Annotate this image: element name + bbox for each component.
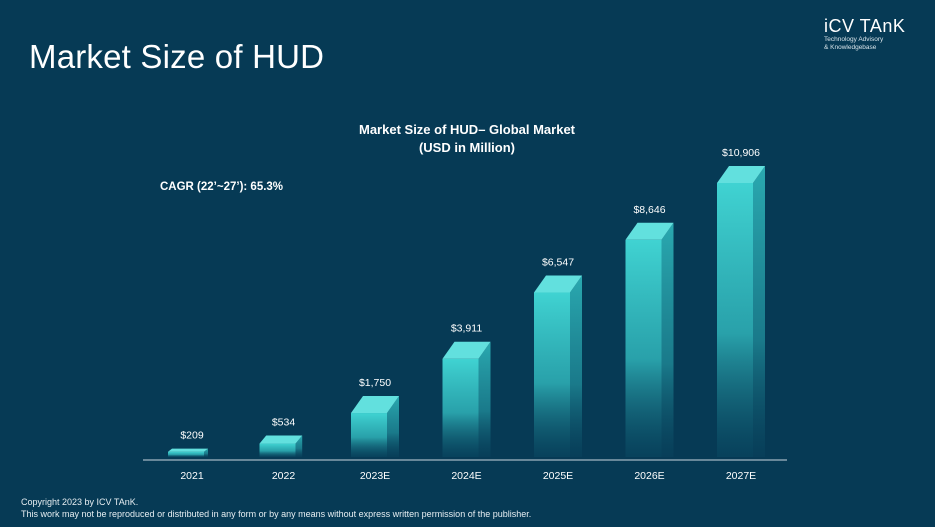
copyright-text: Copyright 2023 by ICV TAnK. [21, 497, 139, 507]
bar-2021 [168, 448, 208, 457]
bar-front-2025E [534, 292, 570, 457]
chart-subtitle: (USD in Million) [418, 140, 516, 155]
bar-front-2023E [351, 413, 387, 457]
bar-top-2024E [442, 341, 491, 359]
bar-top-2023E [351, 396, 399, 414]
bar-2027E [717, 166, 765, 457]
bar-2024E [442, 341, 491, 457]
value-label-2021: $209 [180, 430, 204, 442]
x-tick-label-2024E: 2024E [451, 470, 481, 482]
footer: Copyright 2023 by ICV TAnK. This work ma… [21, 496, 531, 520]
brand-tagline-2: & Knowledgebase [824, 44, 877, 51]
bar-front-2026E [625, 239, 662, 457]
bar-side-2025E [570, 275, 582, 457]
bar-front-2024E [442, 358, 479, 457]
page-title: Market Size of HUD [29, 38, 325, 75]
bar-top-2021 [168, 448, 208, 452]
x-tick-labels: 2021 2022 2023E 2024E 2025E 2026E 2027E [180, 470, 756, 482]
bar-top-2026E [625, 222, 674, 240]
x-tick-label-2027E: 2027E [726, 470, 756, 482]
bar-top-2025E [534, 275, 582, 293]
bar-top-2027E [717, 166, 765, 183]
bar-2022 [259, 435, 303, 457]
bar-front-2021 [168, 451, 204, 457]
bar-2026E [625, 222, 674, 457]
brand-name: iCV TAnK [824, 16, 906, 36]
brand-tagline-1: Technology Advisory [824, 36, 884, 43]
bars-group: $209 $534 $1,750 $3,911 $6,547 $8,646 $10,906 [168, 147, 765, 457]
value-label-2026E: $8,646 [633, 204, 665, 216]
x-tick-label-2025E: 2025E [543, 470, 573, 482]
bar-side-2023E [387, 396, 399, 457]
brand-logo: iCV TAnK Technology Advisory & Knowledge… [824, 16, 905, 52]
bar-side-2027E [753, 166, 765, 457]
x-tick-label-2023E: 2023E [360, 470, 390, 482]
bar-front-2027E [717, 183, 753, 457]
x-tick-label-2022: 2022 [272, 470, 296, 482]
value-label-2027E: $10,906 [722, 147, 760, 159]
chart-title: Market Size of HUD– Global Market [359, 122, 575, 137]
cagr-annotation: CAGR (22’~27’): 65.3% [160, 181, 284, 193]
bar-top-2022 [259, 435, 303, 444]
value-label-2023E: $1,750 [359, 377, 391, 389]
bar-2025E [534, 275, 582, 457]
disclaimer-text: This work may not be reproduced or distr… [21, 509, 532, 519]
bar-side-2021 [204, 448, 208, 457]
x-tick-label-2026E: 2026E [634, 470, 664, 482]
value-label-2024E: $3,911 [451, 323, 482, 335]
bar-side-2026E [661, 222, 674, 457]
x-tick-label-2021: 2021 [180, 470, 204, 482]
chart-title-block: Market Size of HUD– Global Market (USD i… [300, 121, 634, 157]
value-label-2022: $534 [272, 417, 296, 429]
bar-front-2022 [259, 443, 296, 457]
bar-side-2022 [295, 435, 303, 457]
value-label-2025E: $6,547 [542, 257, 574, 269]
bar-side-2024E [478, 341, 491, 457]
bar-2023E [351, 396, 399, 457]
